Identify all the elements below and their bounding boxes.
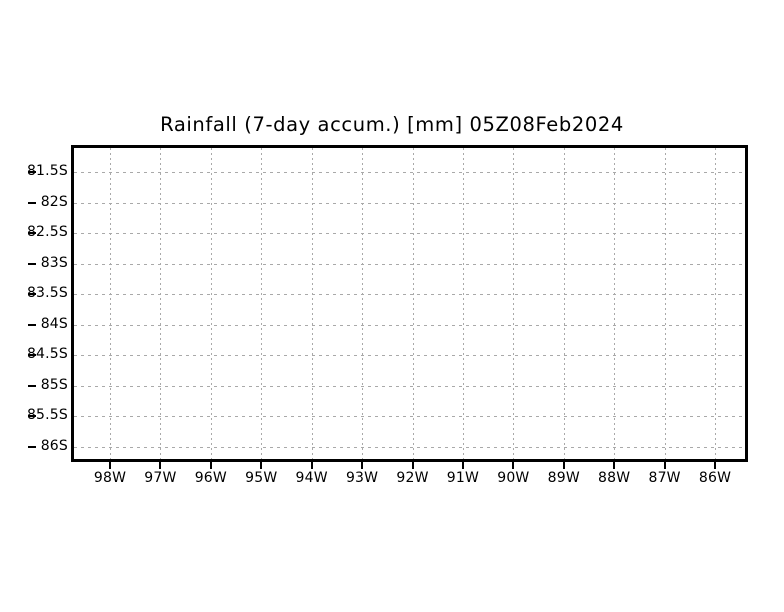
gridline-horizontal (74, 416, 745, 418)
chart-title: Rainfall (7-day accum.) [mm] 05Z08Feb202… (160, 113, 624, 136)
gridline-vertical (715, 148, 717, 459)
gridline-vertical (210, 148, 212, 459)
x-axis-tick (209, 462, 212, 469)
x-axis-tick-label: 95W (245, 470, 278, 486)
x-axis-tick (411, 462, 414, 469)
plot-area (74, 148, 745, 459)
y-axis-tick-label: 85S (40, 376, 68, 393)
x-axis-tick-label: 90W (497, 470, 530, 486)
x-axis-tick (361, 462, 364, 469)
x-axis-tick (562, 462, 565, 469)
x-axis-tick-label: 97W (144, 470, 177, 486)
x-axis-tick (461, 462, 464, 469)
x-axis-tick (663, 462, 666, 469)
gridline-horizontal (74, 294, 745, 296)
gridline-vertical (160, 148, 162, 459)
plot-frame (71, 145, 748, 462)
y-axis-tick (28, 201, 36, 204)
x-axis-tick-label: 87W (648, 470, 681, 486)
y-axis-tick-label: 83.5S (26, 285, 68, 302)
x-axis-tick-label: 94W (295, 470, 328, 486)
gridline-vertical (261, 148, 263, 459)
x-axis-tick-label: 86W (698, 470, 732, 486)
x-axis-tick (109, 462, 111, 469)
x-axis-tick-label: 91W (446, 470, 480, 486)
x-axis-tick (260, 462, 263, 469)
gridline-vertical (110, 148, 111, 459)
gridline-horizontal (74, 324, 745, 326)
y-axis-tick (28, 415, 36, 418)
y-axis-tick (28, 384, 36, 387)
gridline-horizontal (74, 385, 745, 387)
y-axis-tick-label: 82.5S (26, 224, 68, 241)
gridline-vertical (614, 148, 616, 459)
y-axis-tick (28, 323, 36, 326)
y-axis-tick (28, 232, 36, 235)
x-axis-tick-label: 92W (396, 470, 429, 486)
gridline-vertical (462, 148, 464, 459)
y-axis-tick-label: 84S (40, 315, 68, 332)
gridline-horizontal (74, 447, 745, 449)
gridline-vertical (664, 148, 666, 459)
gridline-vertical (513, 148, 515, 459)
y-axis-tick (28, 354, 36, 357)
y-axis-tick-label: 85.5S (26, 407, 68, 424)
gridline-vertical (311, 148, 313, 459)
y-axis-tick (28, 446, 36, 449)
x-axis-tick-label: 88W (598, 470, 631, 486)
x-axis-tick (613, 462, 616, 469)
y-axis-tick-label: 82S (40, 193, 68, 210)
y-axis-tick-label: 84.5S (26, 346, 68, 363)
y-axis-tick-label: 83S (40, 254, 68, 271)
x-axis-tick-label: 96W (194, 470, 227, 486)
y-axis-tick-label: 86S (40, 438, 68, 455)
gridline-horizontal (74, 172, 745, 173)
gridline-vertical (412, 148, 414, 459)
x-axis-tick-label: 93W (345, 470, 379, 486)
x-axis-tick (310, 462, 313, 469)
x-axis-tick (512, 462, 515, 469)
y-axis-tick (28, 171, 36, 173)
gridline-vertical (362, 148, 364, 459)
y-axis-tick-label: 81.5S (26, 163, 68, 179)
gridline-horizontal (74, 355, 745, 357)
gridline-horizontal (74, 263, 745, 265)
gridline-vertical (563, 148, 565, 459)
x-axis-tick-label: 98W (93, 470, 127, 486)
y-axis-tick (28, 262, 36, 265)
x-axis-tick (714, 462, 717, 469)
x-axis-tick-label: 89W (547, 470, 580, 486)
y-axis-tick (28, 293, 36, 296)
gridline-horizontal (74, 202, 745, 204)
x-axis-tick (159, 462, 162, 469)
gridline-horizontal (74, 233, 745, 235)
